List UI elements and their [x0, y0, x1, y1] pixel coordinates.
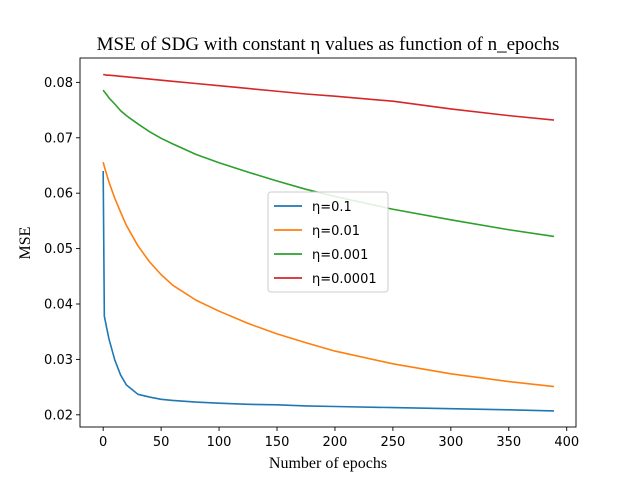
y-tick-label: 0.05	[44, 242, 73, 257]
y-tick-label: 0.08	[44, 76, 73, 91]
x-tick-label: 50	[153, 435, 170, 450]
plot-area: 0 50 100 150 200 250 300 350 400 0.02 0.03 0.04 0.05…	[44, 57, 579, 450]
legend-box	[267, 191, 389, 293]
x-tick-label: 150	[265, 435, 290, 450]
x-tick-label: 200	[323, 435, 348, 450]
y-axis-label: MSE	[17, 227, 34, 260]
series-line-1	[102, 171, 554, 412]
y-tick-label: 0.04	[44, 298, 73, 313]
series-line-2	[102, 161, 555, 388]
x-tick-label: 250	[380, 435, 405, 450]
y-tick-label: 0.03	[44, 353, 73, 368]
legend-label-3: η=0.001	[312, 248, 368, 263]
x-tick-label: 0	[99, 435, 107, 450]
legend-label-4: η=0.0001	[312, 272, 377, 287]
x-tick-label: 400	[554, 435, 579, 450]
x-tick-label: 350	[496, 435, 521, 450]
x-tick-label: 100	[207, 435, 232, 450]
axes-frame	[79, 57, 577, 428]
x-tick-label: 300	[438, 435, 463, 450]
chart-title: MSE of SDG with constant η values as fun…	[97, 34, 560, 55]
y-tick-label: 0.06	[44, 187, 73, 202]
legend: η=0.1 η=0.01 η=0.001 η=0.0001	[267, 191, 389, 293]
series-line-4	[103, 73, 555, 121]
x-axis-label: Number of epochs	[269, 455, 387, 472]
y-tick-label: 0.02	[44, 408, 73, 423]
legend-label-2: η=0.01	[312, 224, 360, 239]
legend-label-1: η=0.1	[312, 200, 352, 215]
y-tick-label: 0.07	[44, 131, 73, 146]
